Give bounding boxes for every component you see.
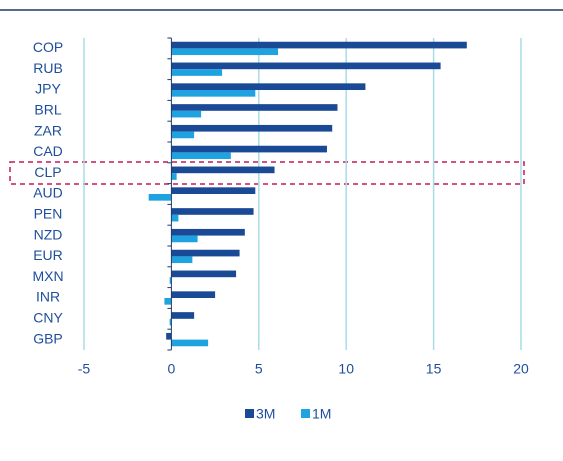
bar	[171, 235, 198, 243]
y-tick-label: BRL	[34, 102, 61, 118]
bar	[169, 277, 172, 284]
bar	[171, 312, 195, 319]
bar	[171, 69, 223, 76]
bar	[171, 228, 245, 236]
bar	[171, 90, 256, 97]
y-tick-label: INR	[36, 289, 60, 305]
legend-label: 3M	[256, 406, 275, 422]
x-tick-label: 5	[255, 361, 263, 377]
bar	[171, 152, 231, 160]
highlight-box	[9, 161, 525, 185]
y-tick-label: AUD	[33, 185, 63, 201]
y-tick-label: GBP	[33, 330, 63, 346]
bar	[164, 298, 172, 305]
bar	[171, 214, 179, 222]
y-tick-label: RUB	[33, 60, 63, 76]
bar	[171, 291, 216, 298]
legend-swatch	[301, 409, 310, 418]
bar	[171, 166, 275, 174]
bar	[171, 187, 256, 194]
bar	[171, 256, 193, 264]
bar	[171, 131, 195, 139]
bar	[171, 110, 202, 118]
y-tick-label: CNY	[33, 310, 63, 326]
y-tick-label: CLP	[34, 164, 61, 180]
legend-swatch	[245, 409, 254, 418]
bar	[171, 48, 279, 56]
x-tick-label: -5	[78, 361, 91, 377]
bar	[171, 339, 209, 347]
y-tick-label: NZD	[34, 226, 63, 242]
bar	[171, 83, 366, 90]
x-tick-label: 20	[513, 361, 529, 377]
bar	[171, 41, 467, 49]
bar	[171, 249, 240, 257]
bar	[171, 270, 237, 278]
bar	[166, 332, 172, 340]
y-tick-label: MXN	[32, 268, 63, 284]
bar	[171, 104, 338, 111]
y-tick-label: ZAR	[34, 122, 62, 138]
bar	[171, 62, 441, 70]
bar	[171, 173, 177, 180]
bar	[171, 145, 327, 153]
y-tick-label: PEN	[34, 206, 63, 222]
bar	[148, 194, 172, 201]
x-tick-label: 0	[168, 361, 176, 377]
bar	[169, 318, 172, 326]
y-tick-label: COP	[33, 39, 63, 55]
bar	[171, 124, 333, 132]
y-tick-label: EUR	[33, 247, 63, 263]
x-tick-label: 10	[338, 361, 354, 377]
x-tick-label: 15	[426, 361, 442, 377]
y-tick-label: CAD	[33, 143, 63, 159]
bar	[171, 208, 254, 215]
legend-label: 1M	[312, 406, 331, 422]
y-tick-label: JPY	[35, 81, 61, 97]
